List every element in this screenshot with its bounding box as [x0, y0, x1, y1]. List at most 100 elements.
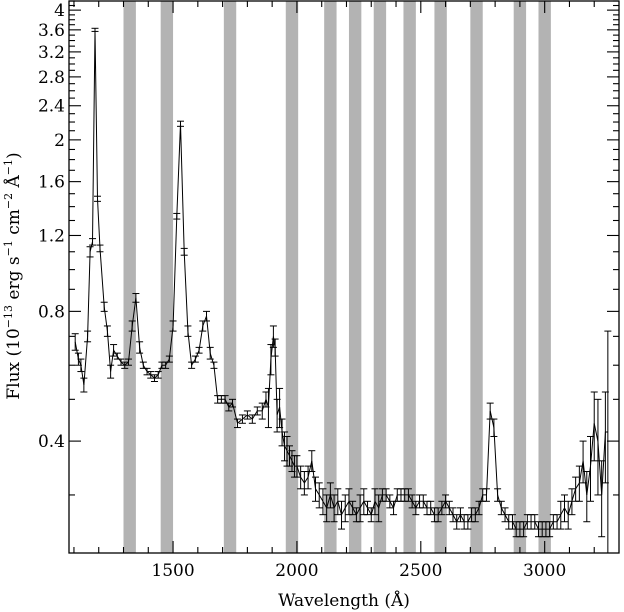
error-bar: [154, 371, 162, 379]
error-bar: [560, 494, 568, 523]
excluded-wavelength-bands: [123, 1, 551, 553]
error-bar: [408, 494, 416, 509]
error-bar: [412, 500, 420, 516]
error-bar: [269, 325, 277, 348]
error-bar: [508, 514, 516, 530]
error-bar: [84, 330, 92, 343]
error-bar: [107, 364, 115, 379]
error-bar: [564, 500, 572, 530]
error-bar: [434, 507, 442, 523]
error-bar: [371, 488, 379, 516]
error-bar: [482, 488, 490, 502]
error-bar: [132, 293, 140, 303]
error-bar: [453, 514, 461, 530]
shaded-band: [373, 1, 387, 553]
error-bar: [229, 398, 237, 408]
error-bar: [308, 450, 316, 473]
flux-series: [71, 27, 612, 554]
error-bar: [546, 521, 554, 538]
error-bar: [191, 355, 199, 363]
shaded-band: [434, 1, 447, 553]
error-bar: [206, 346, 214, 360]
error-bar: [494, 488, 502, 502]
y-tick-label: 3.2: [38, 43, 65, 63]
error-bar: [93, 195, 101, 202]
error-bar: [203, 310, 210, 322]
error-bar: [312, 476, 320, 502]
error-bar: [243, 410, 251, 420]
error-bar: [442, 494, 450, 509]
error-bar: [594, 398, 602, 496]
plot-frame: [68, 0, 620, 554]
y-tick-label: 1.6: [38, 173, 65, 193]
error-bar: [334, 488, 342, 516]
x-tick-label: 1500: [151, 561, 194, 581]
error-bar: [147, 371, 155, 379]
error-bar: [121, 361, 129, 369]
axis-ticks: [69, 0, 619, 553]
error-bar: [579, 440, 587, 484]
error-bar: [338, 500, 346, 530]
error-bar: [382, 488, 390, 502]
error-bar: [297, 465, 305, 490]
error-bar: [531, 514, 539, 530]
axis-tick-labels: 1500 2000 2500 3000 0.4 0.8 1.2 1.6 2 2.4 2.8 3.23.…: [38, 1, 566, 581]
error-bar: [590, 391, 598, 462]
x-tick-label: 2500: [399, 561, 442, 581]
error-bar: [386, 494, 394, 509]
error-bar: [184, 325, 192, 337]
error-bar: [139, 361, 147, 369]
x-tick-label: 2000: [275, 561, 318, 581]
error-bar: [188, 361, 196, 369]
error-bar: [404, 488, 412, 502]
error-bar: [176, 120, 184, 127]
y-tick-label: 0.8: [38, 302, 65, 322]
error-bar: [490, 418, 498, 437]
error-bar: [598, 460, 606, 538]
error-bar: [486, 402, 494, 420]
y-tick-label: 2.8: [38, 68, 65, 88]
error-bar: [323, 494, 331, 523]
error-bar: [110, 344, 118, 357]
error-bar: [330, 494, 338, 523]
shaded-band: [123, 1, 136, 553]
error-bar: [124, 358, 132, 366]
error-bar: [225, 402, 233, 412]
error-bar: [117, 358, 125, 366]
error-bar: [341, 494, 349, 523]
error-bar: [501, 507, 509, 523]
error-bar: [143, 367, 151, 376]
error-bar: [150, 374, 158, 382]
error-bar: [367, 507, 375, 523]
error-bar: [315, 482, 323, 509]
error-bar: [445, 500, 453, 516]
error-bar: [210, 361, 218, 369]
error-bar: [497, 500, 505, 516]
error-bar: [356, 494, 364, 523]
shaded-band: [513, 1, 527, 553]
error-bar: [427, 500, 435, 516]
error-bar: [233, 418, 241, 429]
error-bar: [100, 301, 108, 312]
y-tick-label: 3.6: [38, 21, 65, 41]
error-bar: [568, 488, 576, 516]
error-bar: [375, 494, 383, 523]
shaded-band: [285, 1, 299, 553]
error-bar: [71, 333, 79, 351]
error-bar: [326, 482, 334, 509]
error-bar: [557, 500, 565, 530]
error-bar: [258, 402, 266, 420]
error-bar: [91, 27, 99, 32]
error-bar: [520, 521, 528, 538]
error-bar: [349, 500, 357, 516]
error-bar: [199, 320, 207, 332]
error-bar: [264, 387, 272, 429]
error-bar: [364, 500, 372, 516]
error-bar: [96, 244, 104, 253]
error-bar: [456, 507, 464, 523]
error-bar: [464, 514, 472, 530]
error-bar: [583, 471, 591, 523]
error-bar: [238, 414, 246, 424]
y-tick-label: 4: [54, 1, 65, 21]
